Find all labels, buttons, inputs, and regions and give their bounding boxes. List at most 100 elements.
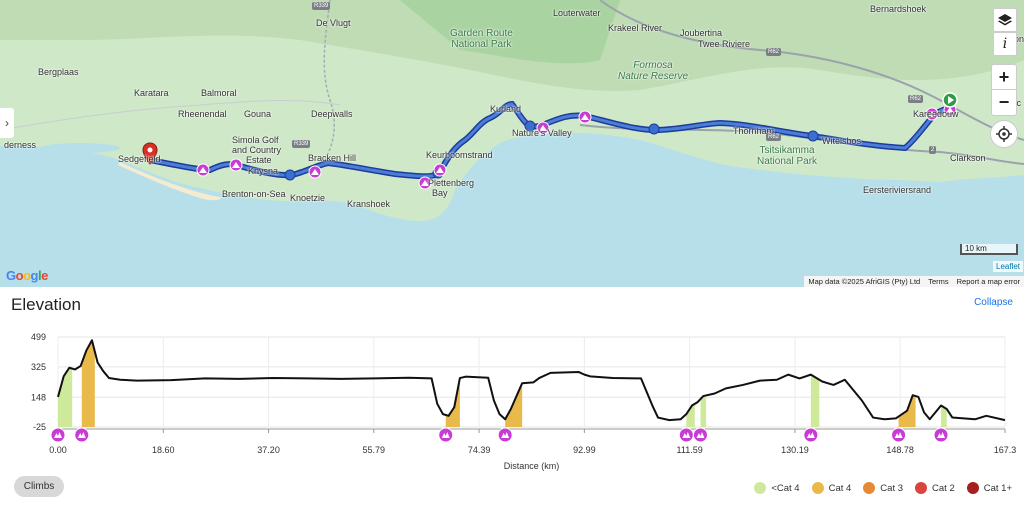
start-pin-icon[interactable]	[942, 92, 958, 108]
park-label-line: Nature Reserve	[618, 71, 689, 82]
place-label: Bracken Hill	[308, 153, 357, 163]
end-pin-icon[interactable]	[142, 142, 158, 165]
climbs-button[interactable]: Climbs	[14, 476, 64, 497]
map-attribution: Map data ©2025 AfriGIS (Pty) Ltd Terms R…	[804, 276, 1024, 287]
crosshair-icon	[996, 126, 1012, 142]
route-map[interactable]: De Vlugt Louterwater Krakeel River Jouberti…	[0, 0, 1024, 287]
park-label-line: National Park	[451, 39, 512, 50]
legend-item: Cat 3	[863, 482, 903, 494]
climb-marker-icon[interactable]	[50, 427, 66, 443]
terms-link[interactable]: Terms	[928, 277, 949, 286]
waypoint[interactable]	[648, 123, 660, 135]
place-label: Brenton-on-Sea	[222, 189, 286, 199]
place-label: Knysna	[248, 166, 279, 176]
park-label-line: Tsitsikamma	[759, 145, 815, 156]
place-label: Deepwalls	[311, 109, 353, 119]
road-r339	[323, 0, 336, 161]
layers-icon	[998, 14, 1012, 26]
elevation-chart[interactable]: 499 325 148 -25 0.00 18.60 37.20 55.79 74.39 92.9…	[0, 287, 1024, 505]
road-shield: 2	[929, 146, 937, 154]
climb-marker-icon[interactable]	[438, 427, 454, 443]
y-tick-label: 499	[31, 332, 46, 342]
zoom-control: + −	[991, 64, 1017, 116]
leaflet-link[interactable]: Leaflet	[993, 261, 1024, 272]
legend-swatch	[915, 482, 928, 494]
zoom-in-button[interactable]: +	[992, 65, 1016, 90]
info-button[interactable]: i	[993, 32, 1017, 56]
mountain-icon	[806, 432, 815, 438]
legend-swatch	[863, 482, 876, 494]
google-logo-letter: o	[23, 268, 31, 283]
place-label: Bergplaas	[38, 67, 79, 77]
x-tick-label: 0.00	[49, 445, 67, 455]
locate-button[interactable]	[990, 120, 1018, 148]
climb-marker-icon[interactable]	[933, 427, 949, 443]
climb-segment[interactable]	[58, 367, 73, 427]
place-label: Plettenberg	[428, 178, 475, 188]
place-label: Keurboomstrand	[426, 150, 493, 160]
place-label: Bay	[432, 188, 448, 198]
elevation-line	[57, 339, 1006, 422]
waypoint[interactable]	[524, 120, 536, 132]
y-tick-label: 325	[31, 362, 46, 372]
place-label: Simola Golf	[232, 135, 279, 145]
sidebar-toggle-button[interactable]: ›	[0, 108, 14, 138]
beach	[118, 162, 221, 201]
legend-label: Cat 4	[828, 482, 852, 494]
place-label: Karatara	[134, 88, 169, 98]
road-shield: R339	[292, 140, 311, 148]
mountain-icon	[894, 432, 903, 438]
place-label: Twee Riviere	[698, 39, 751, 49]
climb-segment[interactable]	[686, 403, 695, 427]
map-data-text: Map data ©2025 AfriGIS (Pty) Ltd	[808, 277, 921, 286]
legend-swatch	[966, 482, 979, 494]
climb-marker-icon[interactable]	[497, 427, 513, 443]
elevation-panel: Elevation Collapse 499 325 148 -25 0.00 18.60…	[0, 287, 1024, 505]
climb-marker-icon[interactable]	[891, 427, 907, 443]
google-logo: Google	[6, 268, 48, 283]
legend-item: Cat 1+	[966, 482, 1012, 494]
place-label: De Vlugt	[316, 18, 351, 28]
climb-marker-icon[interactable]	[692, 427, 708, 443]
place-label: Bernardshoek	[870, 4, 927, 14]
map-scale: 10 km	[960, 244, 1018, 255]
minor-road	[0, 100, 341, 131]
elevation-title: Elevation	[11, 295, 81, 314]
place-label: Estate	[246, 155, 272, 165]
report-error-link[interactable]: Report a map error	[956, 277, 1020, 286]
google-logo-letter: l	[37, 268, 42, 283]
waypoint[interactable]	[807, 130, 819, 142]
road-shield: R62	[766, 133, 782, 141]
info-icon: i	[1002, 36, 1008, 52]
park-label-line: Formosa	[633, 60, 673, 71]
legend-swatch	[811, 482, 824, 494]
collapse-button[interactable]: Collapse	[974, 297, 1013, 308]
zoom-out-button[interactable]: −	[998, 92, 1010, 112]
layers-button[interactable]	[993, 8, 1017, 32]
waypoint[interactable]	[284, 169, 296, 181]
climb-segment[interactable]	[810, 374, 820, 427]
place-label: and Country	[232, 145, 282, 155]
place-label: Gouna	[244, 109, 272, 119]
google-logo-letter: e	[41, 268, 48, 283]
climb-marker-icon[interactable]	[74, 427, 90, 443]
google-logo-letter: o	[15, 268, 24, 283]
x-tick-label: 148.78	[886, 445, 914, 455]
climb-segment[interactable]	[81, 341, 95, 427]
place-label: Kareedouw	[913, 109, 959, 119]
legend-item: <Cat 4	[754, 482, 800, 494]
chevron-right-icon: ›	[5, 116, 9, 130]
x-tick-label: 167.3	[994, 445, 1017, 455]
x-axis-label: Distance (km)	[504, 461, 560, 471]
place-label: Sedgefield	[118, 154, 161, 164]
climb-segment[interactable]	[941, 405, 947, 427]
place-label: Clarkson	[950, 153, 986, 163]
place-label: Rheenendal	[178, 109, 227, 119]
climb-segment[interactable]	[700, 395, 707, 427]
climb-marker-icon[interactable]	[678, 427, 694, 443]
climb-marker-icon[interactable]	[803, 427, 819, 443]
lagoon	[40, 143, 120, 153]
road-shield: R62	[766, 48, 782, 56]
mountain-icon	[682, 432, 691, 438]
